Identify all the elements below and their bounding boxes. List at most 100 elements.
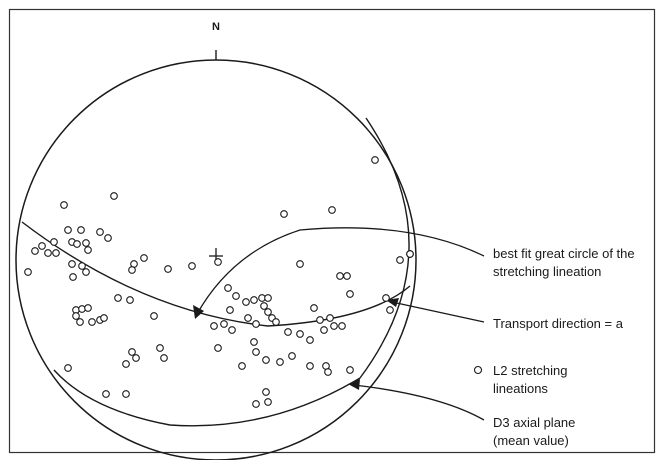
lineation-point <box>406 250 414 258</box>
axial-plane-pointer <box>353 384 485 421</box>
axial-plane-label-line1: D3 axial plane <box>493 415 575 430</box>
transport-arrowhead <box>386 298 399 307</box>
lineation-point <box>100 314 108 322</box>
lineation-point <box>52 249 60 257</box>
lineation-point <box>77 226 85 234</box>
lineation-point <box>371 156 379 164</box>
lineation-point <box>126 296 134 304</box>
lineation-point <box>382 294 390 302</box>
lineation-point <box>328 206 336 214</box>
lineation-point <box>31 247 39 255</box>
lineation-points <box>24 156 414 408</box>
lineation-point <box>242 298 250 306</box>
lineation-point <box>132 354 140 362</box>
transport-pointer <box>391 301 485 323</box>
lineation-point <box>330 322 338 330</box>
lineation-point <box>272 318 280 326</box>
lineation-point <box>296 260 304 268</box>
lineation-point <box>114 294 122 302</box>
lineation-point <box>110 192 118 200</box>
lineation-point <box>84 304 92 312</box>
lineation-point <box>150 312 158 320</box>
lineation-point <box>338 322 346 330</box>
lineation-point <box>73 240 81 248</box>
lineation-point <box>250 338 258 346</box>
lineation-point <box>44 249 52 257</box>
lineation-point <box>386 306 394 314</box>
lineation-point <box>343 272 351 280</box>
lineation-point <box>38 242 46 250</box>
lineation-point <box>232 292 240 300</box>
lineation-point <box>226 306 234 314</box>
lineation-point <box>262 356 270 364</box>
lineation-point <box>280 210 288 218</box>
lineation-point <box>128 266 136 274</box>
d3-axial-plane-circle <box>53 117 410 427</box>
lineation-point <box>164 265 172 273</box>
lineation-point <box>122 360 130 368</box>
lineation-point <box>128 348 136 356</box>
great-circle-label-line2: stretching lineation <box>493 264 601 279</box>
lineation-point <box>244 314 252 322</box>
lineation-point <box>336 272 344 280</box>
lineation-point <box>160 354 168 362</box>
lineation-point <box>214 258 222 266</box>
lineation-point <box>346 290 354 298</box>
lineation-point <box>264 308 272 316</box>
lineation-point <box>96 228 104 236</box>
lineation-point <box>188 262 196 270</box>
lineation-point <box>296 330 304 338</box>
lineation-point <box>250 296 258 304</box>
lineation-point <box>238 362 246 370</box>
lineation-point <box>252 348 260 356</box>
great-circle-pointer <box>196 227 485 315</box>
lineation-point <box>24 268 32 276</box>
lineation-point <box>69 273 77 281</box>
axial-plane-arrowhead <box>348 379 360 390</box>
lineation-point <box>84 246 92 254</box>
lineation-point <box>88 318 96 326</box>
lineation-point <box>306 362 314 370</box>
lineation-point <box>156 344 164 352</box>
lineation-point <box>284 328 292 336</box>
lineation-point <box>260 302 268 310</box>
axial-plane-label-line2: (mean value) <box>493 433 569 448</box>
lineation-point <box>72 312 80 320</box>
figure-border <box>8 8 656 454</box>
lineation-point <box>288 352 296 360</box>
lineation-point <box>320 326 328 334</box>
lineation-point <box>252 400 260 408</box>
lineation-point <box>264 398 272 406</box>
lineation-point <box>396 256 404 264</box>
lineation-point <box>252 320 260 328</box>
transport-direction-label: Transport direction = a <box>493 316 624 331</box>
north-label: N <box>212 21 220 33</box>
lineation-point <box>224 284 232 292</box>
lineation-point <box>140 254 148 262</box>
lineation-point <box>324 368 332 376</box>
lineation-point <box>220 320 228 328</box>
lineation-point <box>104 234 112 242</box>
great-circle-arrowhead <box>193 305 204 319</box>
lineation-point <box>102 390 110 398</box>
lineation-point <box>262 388 270 396</box>
lineation-point <box>78 262 86 270</box>
lineation-point <box>64 226 72 234</box>
lineation-point <box>228 326 236 334</box>
legend-symbol <box>473 365 483 375</box>
great-circle-label-line1: best fit great circle of the <box>493 246 635 261</box>
lineation-point <box>64 364 72 372</box>
lineation-point <box>122 390 130 398</box>
primitive-circle <box>15 59 417 460</box>
lineation-point <box>306 336 314 344</box>
lineation-point <box>82 268 90 276</box>
lineation-point <box>316 316 324 324</box>
lineation-point <box>82 239 90 247</box>
lineation-point <box>310 304 318 312</box>
lineation-point <box>326 314 334 322</box>
lineation-point <box>214 344 222 352</box>
legend-label-line1: L2 stretching <box>493 363 567 378</box>
legend-label-line2: lineations <box>493 381 548 396</box>
